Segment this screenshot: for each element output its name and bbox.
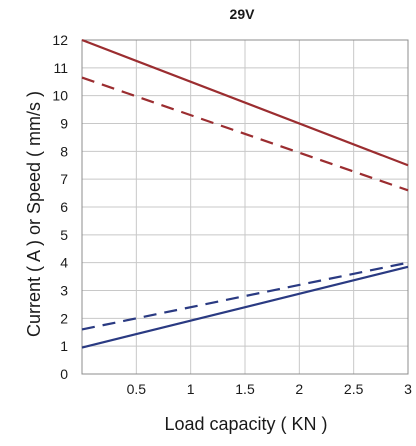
x-tick-label-0: 0.5 <box>127 381 147 397</box>
y-tick-label-7: 7 <box>60 171 68 187</box>
grid <box>82 39 409 375</box>
x-tick-label-3: 2 <box>295 381 303 397</box>
x-tick-label-4: 2.5 <box>344 381 364 397</box>
y-tick-label-10: 10 <box>52 88 68 104</box>
y-axis-title: Current ( A ) or Speed ( mm/s ) <box>24 91 44 337</box>
y-tick-label-2: 2 <box>60 310 68 326</box>
plot-area <box>81 39 409 375</box>
y-tick-label-3: 3 <box>60 283 68 299</box>
series-line-3 <box>81 261 409 331</box>
y-tick-label-1: 1 <box>60 338 68 354</box>
x-tick-label-2: 1.5 <box>235 381 255 397</box>
series-line-0 <box>81 38 409 167</box>
series-line-1 <box>81 76 409 192</box>
x-tick-label-1: 1 <box>187 381 195 397</box>
y-tick-label-6: 6 <box>60 199 68 215</box>
y-tick-label-4: 4 <box>60 255 68 271</box>
x-axis-title: Load capacity ( KN ) <box>164 414 327 434</box>
x-axis-ticks: 0.5 1 1.5 2 2.5 3 <box>127 381 413 397</box>
x-tick-label-5: 3 <box>404 381 412 397</box>
series-line-2 <box>81 265 409 349</box>
series-group <box>81 38 409 349</box>
chart-title: 29V <box>230 6 256 22</box>
y-tick-label-12: 12 <box>52 32 68 48</box>
y-tick-label-5: 5 <box>60 227 68 243</box>
y-tick-label-9: 9 <box>60 116 68 132</box>
y-tick-label-8: 8 <box>60 143 68 159</box>
y-tick-label-0: 0 <box>60 366 68 382</box>
y-tick-label-11: 11 <box>53 60 68 76</box>
